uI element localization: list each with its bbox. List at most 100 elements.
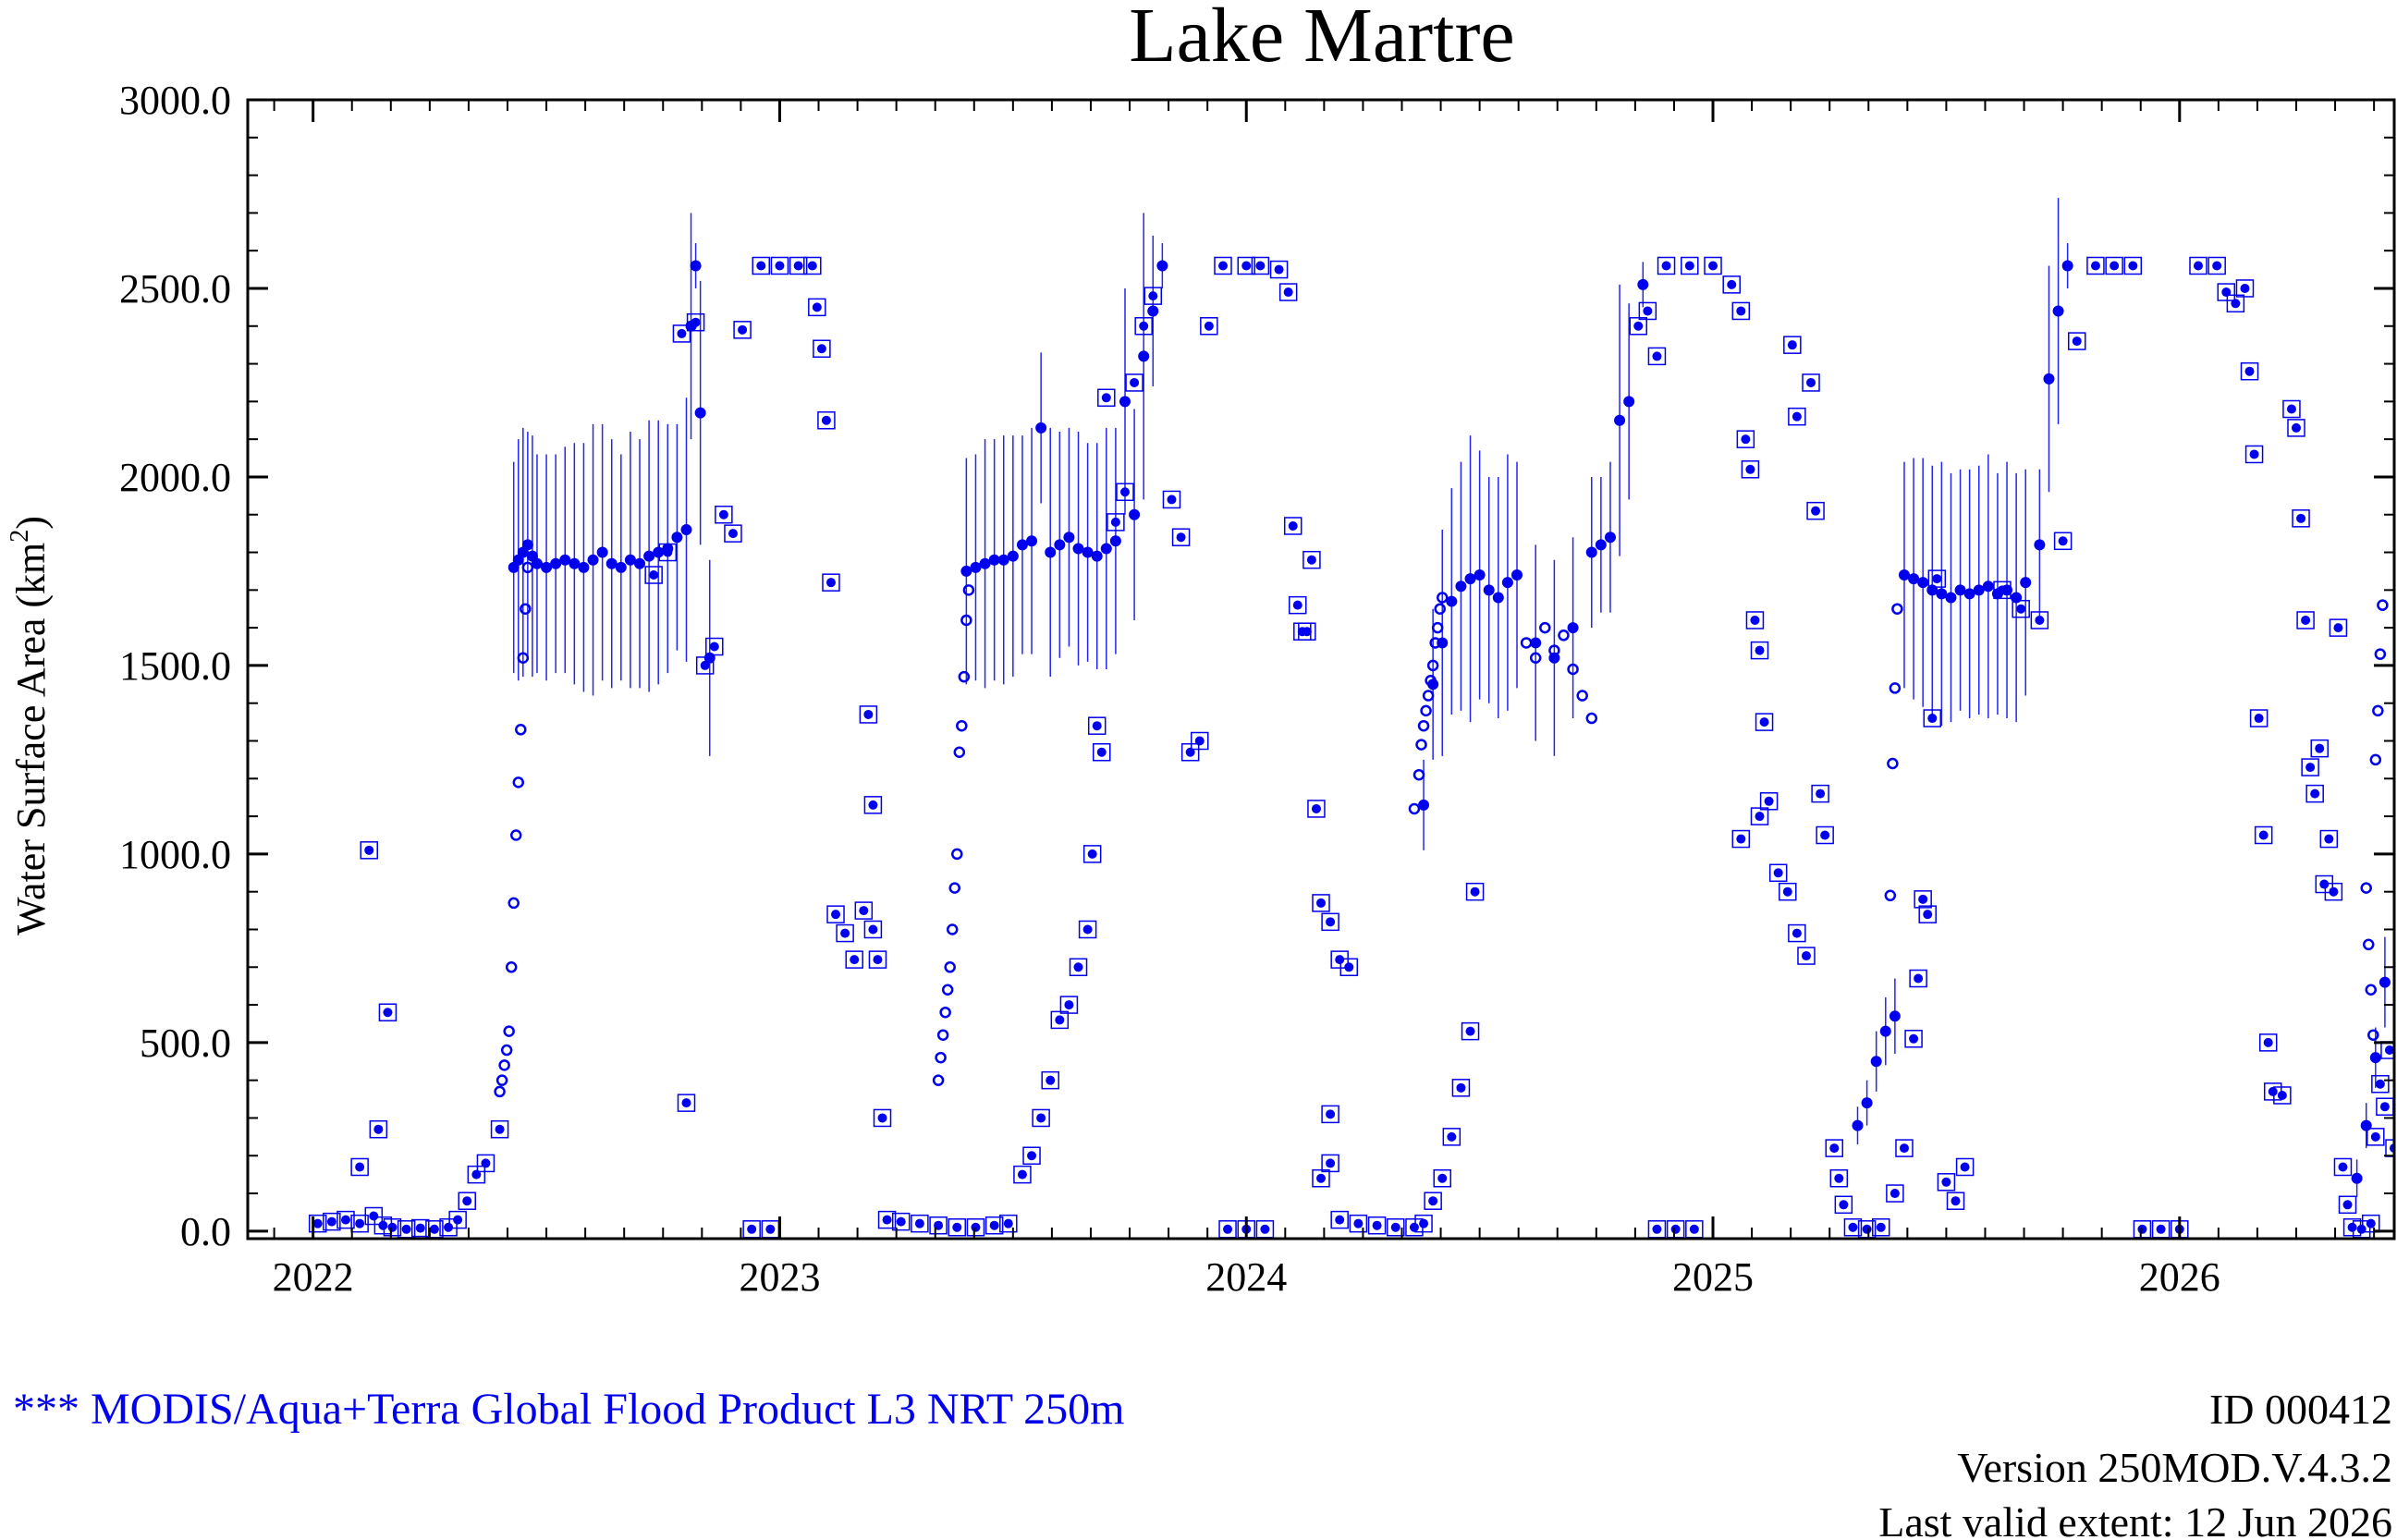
data-point-square bbox=[1321, 1154, 1339, 1173]
data-point-square-dot bbox=[989, 1220, 999, 1230]
data-point-square-dot bbox=[709, 642, 719, 652]
data-point-filled bbox=[988, 554, 1000, 566]
data-point-filled bbox=[2360, 1119, 2372, 1131]
y-tick-label: 1000.0 bbox=[119, 832, 231, 877]
data-point-square bbox=[2123, 256, 2143, 275]
chart-title: Lake Martre bbox=[1129, 0, 1514, 79]
x-tick-label: 2023 bbox=[739, 1254, 820, 1300]
data-point-square bbox=[458, 1192, 476, 1210]
data-point-open bbox=[2365, 984, 2378, 996]
data-point-square bbox=[1387, 1218, 1405, 1237]
data-point-square bbox=[770, 256, 789, 275]
data-point-open bbox=[1558, 629, 1570, 642]
data-point-square-dot bbox=[2333, 623, 2343, 633]
data-point-square-dot bbox=[2110, 261, 2120, 271]
data-point-square bbox=[1330, 950, 1349, 969]
data-point-square-dot bbox=[1932, 574, 1942, 584]
data-point-square-dot bbox=[2090, 261, 2100, 271]
data-point-filled bbox=[1418, 799, 1430, 811]
data-point-square-dot bbox=[1782, 886, 1792, 897]
data-point-square-dot bbox=[2258, 830, 2269, 840]
data-point-square bbox=[1927, 569, 1947, 588]
data-point-square-dot bbox=[1909, 1033, 1919, 1044]
data-point-square bbox=[854, 901, 874, 920]
data-point-square-dot bbox=[2286, 404, 2296, 414]
data-point-square-dot bbox=[2072, 336, 2082, 347]
data-point-open bbox=[1520, 637, 1533, 649]
data-point-open bbox=[1548, 644, 1560, 656]
data-point-square bbox=[1251, 256, 1270, 275]
data-point-square-dot bbox=[1110, 517, 1120, 527]
y-tick-label: 2000.0 bbox=[119, 455, 231, 500]
data-point-square bbox=[1638, 301, 1657, 321]
data-point-square-dot bbox=[793, 261, 803, 271]
data-point-square bbox=[1107, 513, 1125, 532]
data-point-square-dot bbox=[1997, 585, 2007, 595]
data-point-filled bbox=[559, 554, 571, 566]
data-point-square-dot bbox=[2324, 834, 2334, 844]
data-point-square-dot bbox=[1283, 287, 1293, 298]
data-point-open bbox=[2367, 1029, 2379, 1041]
data-point-square bbox=[1797, 947, 1816, 965]
data-point-square bbox=[2258, 1033, 2278, 1052]
data-point-square-dot bbox=[1326, 1158, 1336, 1168]
data-point-square-dot bbox=[1755, 645, 1765, 655]
data-point-open bbox=[946, 923, 959, 935]
data-point-square-dot bbox=[663, 547, 673, 557]
data-point-square-dot bbox=[2035, 615, 2045, 625]
data-point-square-dot bbox=[369, 1211, 379, 1221]
version-label: Version 250MOD.V.4.3.2 bbox=[1957, 1444, 2392, 1491]
data-point-square-dot bbox=[1353, 1218, 1364, 1228]
data-point-filled bbox=[1936, 588, 1948, 600]
data-point-square bbox=[677, 1094, 696, 1112]
data-point-square-dot bbox=[1409, 1222, 1419, 1232]
data-point-square bbox=[2240, 361, 2259, 381]
data-point-square bbox=[2226, 294, 2245, 313]
data-point-square-dot bbox=[1223, 1224, 1233, 1234]
data-point-open bbox=[512, 776, 525, 788]
data-point-square-dot bbox=[1326, 1109, 1336, 1119]
data-point-square bbox=[826, 905, 845, 923]
data-point-open bbox=[932, 1074, 945, 1086]
data-point-square-dot bbox=[896, 1216, 906, 1227]
data-point-square-dot bbox=[355, 1218, 365, 1228]
data-point-square bbox=[868, 950, 887, 969]
data-point-square-dot bbox=[495, 1124, 505, 1134]
data-point-filled bbox=[1045, 546, 1057, 558]
data-point-square bbox=[1116, 483, 1134, 502]
data-point-filled bbox=[1898, 569, 1910, 581]
data-point-filled bbox=[970, 561, 982, 573]
data-point-square bbox=[1032, 1108, 1050, 1128]
data-point-square bbox=[1200, 317, 1218, 336]
data-point-square bbox=[1349, 1214, 1368, 1233]
data-point-square bbox=[891, 1212, 911, 1231]
data-point-square bbox=[1811, 784, 1829, 803]
data-point-square bbox=[1681, 256, 1699, 275]
data-point-square bbox=[1647, 347, 1667, 366]
data-point-filled bbox=[1455, 581, 1467, 593]
data-point-square bbox=[2338, 1195, 2357, 1215]
data-point-square bbox=[1834, 1195, 1853, 1215]
data-point-square-dot bbox=[1684, 261, 1694, 271]
data-point-square bbox=[1923, 709, 1942, 727]
data-point-square-dot bbox=[1326, 917, 1336, 927]
data-point-filled bbox=[1604, 532, 1616, 544]
data-point-square-dot bbox=[1419, 1218, 1429, 1228]
data-point-filled bbox=[1483, 584, 1495, 596]
data-point-open bbox=[1891, 603, 1903, 615]
data-point-square-dot bbox=[2263, 1037, 2273, 1047]
data-point-square-dot bbox=[2370, 1131, 2380, 1142]
data-point-square bbox=[966, 1218, 985, 1237]
data-point-square-dot bbox=[877, 1113, 887, 1123]
data-point-square bbox=[2385, 1139, 2394, 1157]
y-tick-label: 3000.0 bbox=[119, 78, 231, 123]
y-tick-label: 0.0 bbox=[180, 1209, 231, 1254]
data-point-square bbox=[2362, 1214, 2380, 1233]
data-point-square bbox=[1741, 460, 1760, 479]
data-point-square-dot bbox=[2268, 1086, 2278, 1096]
data-point-square-dot bbox=[1217, 261, 1228, 271]
data-point-square bbox=[752, 256, 771, 275]
data-point-square bbox=[2371, 1074, 2390, 1094]
data-point-square-dot bbox=[868, 800, 878, 810]
data-point-square-dot bbox=[700, 660, 710, 670]
